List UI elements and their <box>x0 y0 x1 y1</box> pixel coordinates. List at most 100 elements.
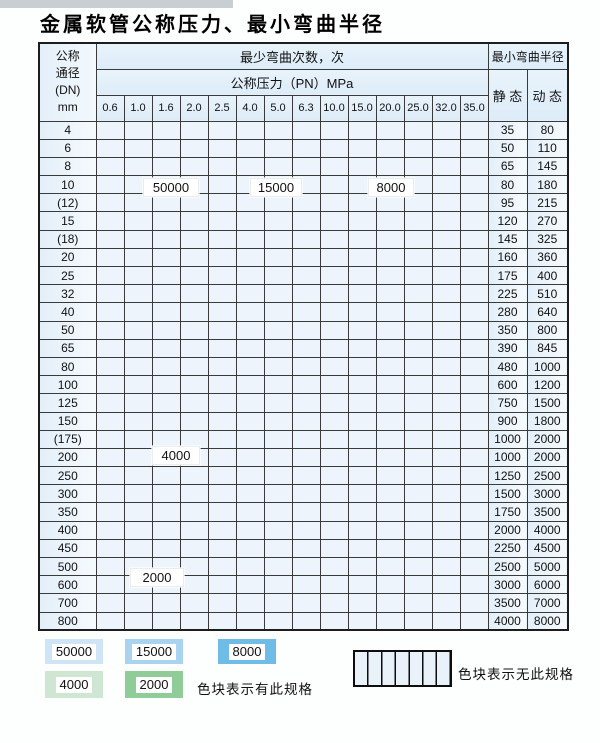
no-spec-cell <box>375 447 405 468</box>
static-radius-cell: 80 <box>487 175 528 195</box>
no-spec-cell <box>403 265 433 286</box>
no-spec-cell <box>291 520 321 540</box>
legend-no-spec-swatch <box>353 650 452 687</box>
spec-cell <box>207 502 237 522</box>
spec-cell <box>179 120 209 140</box>
dn-header-line: 通径 <box>55 66 80 81</box>
no-spec-cell <box>431 156 461 177</box>
table-row: 25 175 400 <box>38 265 569 286</box>
spec-cell <box>235 156 265 177</box>
spec-cell <box>151 193 181 213</box>
spec-cell <box>179 393 209 413</box>
no-spec-cell <box>375 538 405 559</box>
spec-cell <box>179 375 209 395</box>
radius-header: 最小弯曲半径 <box>487 42 569 70</box>
no-spec-cell <box>459 211 489 231</box>
spec-cell <box>207 466 237 486</box>
dn-cell: 400 <box>38 520 97 540</box>
dn-cell: 800 <box>38 611 97 631</box>
spec-table: 公称 通径 (DN) mm 最少弯曲次数，次 最小弯曲半径 公称压力（PN）MP… <box>38 42 569 632</box>
no-spec-cell <box>291 429 321 449</box>
dynamic-radius-cell: 325 <box>526 229 569 249</box>
spec-cell <box>179 466 209 486</box>
no-spec-cell <box>459 175 489 195</box>
static-radius-cell: 480 <box>487 356 528 377</box>
no-spec-cell <box>347 284 377 304</box>
no-spec-cell <box>319 429 349 449</box>
static-column-header: 静 态 <box>487 68 528 122</box>
spec-cell <box>151 138 181 158</box>
dn-cell: 450 <box>38 538 97 559</box>
dynamic-radius-cell: 5000 <box>526 556 569 577</box>
spec-cell <box>459 120 489 140</box>
spec-cell <box>123 320 153 340</box>
legend-swatch-label: 8000 <box>228 643 266 660</box>
spec-cell <box>123 593 153 613</box>
spec-cell <box>235 484 265 504</box>
pressure-radius-table: 公称 通径 (DN) mm 最少弯曲次数，次 最小弯曲半径 公称压力（PN）MP… <box>38 42 569 632</box>
spec-cell <box>151 611 181 631</box>
table-row: (175) 1000 2000 <box>38 429 569 449</box>
no-spec-cell <box>263 393 293 413</box>
spec-cell <box>375 120 405 140</box>
static-radius-cell: 50 <box>487 138 528 158</box>
pressure-value-header: 2.5 <box>207 94 237 122</box>
zone-label-2000: 2000 <box>130 568 184 587</box>
legend-swatch-8000: 8000 <box>218 639 276 664</box>
legend-swatch-4000: 4000 <box>45 671 103 698</box>
spec-cell <box>95 411 125 431</box>
no-spec-cell <box>235 556 265 577</box>
dynamic-radius-cell: 1800 <box>526 411 569 431</box>
spec-cell <box>151 502 181 522</box>
no-spec-cell <box>263 429 293 449</box>
no-spec-cell <box>347 411 377 431</box>
no-spec-cell <box>403 375 433 395</box>
spec-cell <box>123 466 153 486</box>
spec-cell <box>151 393 181 413</box>
spec-cell <box>95 247 125 268</box>
page-title: 金属软管公称压力、最小弯曲半径 <box>40 12 385 36</box>
spec-cell <box>151 538 181 559</box>
no-spec-cell <box>319 520 349 540</box>
no-spec-cell <box>459 393 489 413</box>
no-spec-cell <box>179 611 209 631</box>
dn-cell: 6 <box>38 138 97 158</box>
spec-cell <box>179 302 209 322</box>
no-spec-cell <box>403 229 433 249</box>
pressure-value-header: 25.0 <box>403 94 433 122</box>
spec-cell <box>207 356 237 377</box>
zone-label-4000: 4000 <box>152 446 200 465</box>
no-spec-cell <box>235 611 265 631</box>
no-spec-cell <box>403 429 433 449</box>
spec-cell <box>151 211 181 231</box>
spec-cell <box>151 302 181 322</box>
spec-cell <box>347 229 377 249</box>
spec-cell <box>207 193 237 213</box>
spec-cell <box>347 247 377 268</box>
no-spec-cell <box>347 393 377 413</box>
no-spec-cell <box>375 466 405 486</box>
no-spec-cell <box>179 593 209 613</box>
no-spec-cell <box>375 556 405 577</box>
dn-cell: 4 <box>38 120 97 140</box>
spec-cell <box>319 156 349 177</box>
dynamic-radius-cell: 110 <box>526 138 569 158</box>
spec-cell <box>263 265 293 286</box>
no-spec-cell <box>403 611 433 631</box>
spec-cell <box>319 175 349 195</box>
pressure-value-header: 15.0 <box>347 94 377 122</box>
legend-swatch-label: 4000 <box>55 676 93 693</box>
no-spec-cell <box>459 375 489 395</box>
no-spec-cell <box>459 447 489 468</box>
spec-cell <box>291 229 321 249</box>
spec-cell <box>291 193 321 213</box>
spec-cell <box>375 211 405 231</box>
table-row: 40 280 640 <box>38 302 569 322</box>
spec-cell <box>263 247 293 268</box>
spec-cell <box>179 320 209 340</box>
spec-cell <box>235 338 265 358</box>
no-spec-cell <box>375 284 405 304</box>
spec-cell <box>207 375 237 395</box>
dn-cell: 150 <box>38 411 97 431</box>
no-spec-cell <box>431 466 461 486</box>
